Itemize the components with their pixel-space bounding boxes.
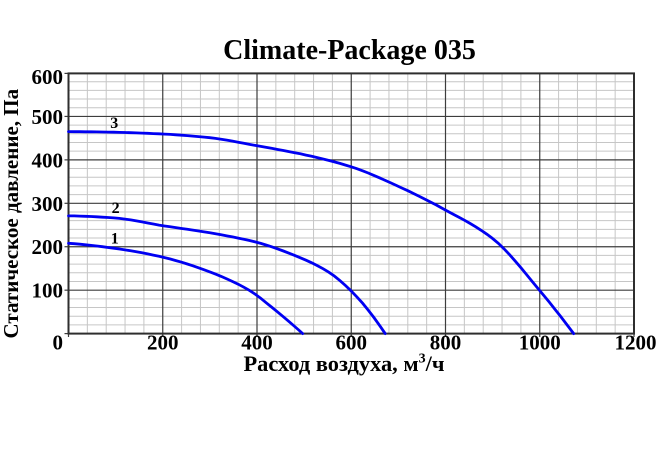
svg-text:3: 3	[110, 115, 118, 132]
svg-text:600: 600	[32, 65, 64, 89]
svg-text:0: 0	[53, 331, 64, 355]
svg-text:Статическое давление, Па: Статическое давление, Па	[0, 88, 23, 338]
svg-text:400: 400	[241, 331, 273, 355]
svg-text:200: 200	[147, 331, 179, 355]
svg-text:Расход воздуха, м3/ч: Расход воздуха, м3/ч	[244, 351, 445, 376]
svg-text:300: 300	[32, 192, 64, 216]
svg-text:1200: 1200	[615, 331, 657, 355]
svg-text:800: 800	[430, 331, 462, 355]
svg-text:200: 200	[32, 235, 64, 259]
svg-text:500: 500	[32, 105, 64, 129]
svg-text:2: 2	[112, 200, 120, 217]
svg-text:100: 100	[32, 279, 64, 303]
svg-text:1000: 1000	[519, 331, 561, 355]
svg-text:Climate-Package 035: Climate-Package 035	[223, 35, 476, 66]
svg-text:400: 400	[32, 148, 64, 172]
svg-text:1: 1	[111, 231, 119, 248]
svg-text:600: 600	[336, 331, 368, 355]
